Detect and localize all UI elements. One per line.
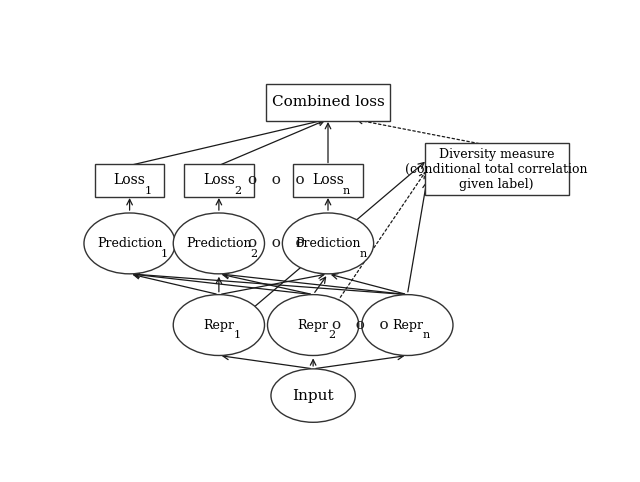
Text: Prediction: Prediction xyxy=(186,237,252,250)
FancyBboxPatch shape xyxy=(425,143,568,195)
Text: 2: 2 xyxy=(328,330,335,340)
Ellipse shape xyxy=(268,295,359,356)
Text: o   o   o: o o o xyxy=(248,236,304,251)
Text: n: n xyxy=(343,186,350,196)
FancyBboxPatch shape xyxy=(293,163,363,197)
Text: Loss: Loss xyxy=(203,174,235,187)
Ellipse shape xyxy=(173,295,264,356)
Ellipse shape xyxy=(282,213,374,274)
Text: 2: 2 xyxy=(234,186,241,196)
Text: o   o   o: o o o xyxy=(332,318,388,332)
Text: Prediction: Prediction xyxy=(97,237,163,250)
Text: 2: 2 xyxy=(250,249,257,259)
Text: 1: 1 xyxy=(161,249,168,259)
Text: Input: Input xyxy=(292,388,334,402)
Text: n: n xyxy=(422,330,429,340)
Text: o   o   o: o o o xyxy=(248,174,304,187)
Text: Combined loss: Combined loss xyxy=(271,95,385,109)
Text: Repr: Repr xyxy=(204,319,234,332)
Text: Loss: Loss xyxy=(312,174,344,187)
Text: Repr: Repr xyxy=(392,319,423,332)
Ellipse shape xyxy=(84,213,175,274)
Ellipse shape xyxy=(271,369,355,422)
FancyBboxPatch shape xyxy=(184,163,253,197)
Text: Repr: Repr xyxy=(298,319,328,332)
Ellipse shape xyxy=(362,295,453,356)
FancyBboxPatch shape xyxy=(266,84,390,121)
FancyBboxPatch shape xyxy=(95,163,164,197)
Text: 1: 1 xyxy=(145,186,152,196)
Text: Prediction: Prediction xyxy=(295,237,361,250)
Text: n: n xyxy=(359,249,367,259)
Text: Diversity measure
(conditional total correlation
given label): Diversity measure (conditional total cor… xyxy=(405,147,588,191)
Text: 1: 1 xyxy=(234,330,241,340)
Text: Loss: Loss xyxy=(114,174,145,187)
Ellipse shape xyxy=(173,213,264,274)
